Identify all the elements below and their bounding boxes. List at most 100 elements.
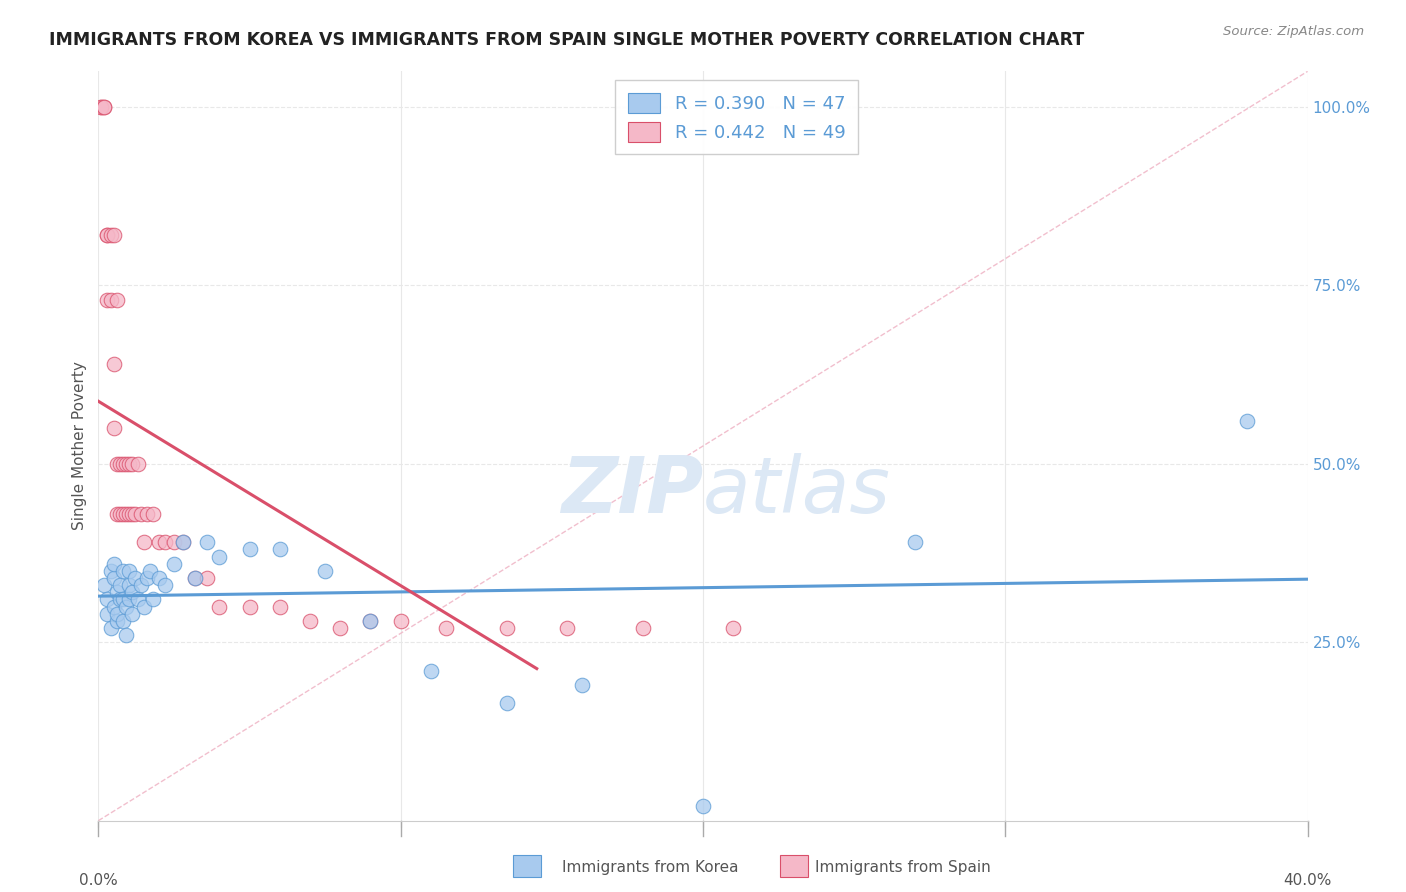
Point (103, 228, 125, 243)
Point (360, 614, 382, 628)
Point (118, 592, 141, 607)
Point (103, 557, 125, 571)
Point (172, 535, 194, 549)
Point (114, 457, 136, 471)
Point (114, 628, 136, 642)
Point (114, 507, 136, 521)
Point (100, 293, 122, 307)
Point (124, 507, 146, 521)
Point (96, 592, 118, 607)
Point (239, 542, 262, 557)
Point (93, 578, 115, 592)
Point (184, 571, 207, 585)
Point (96, 228, 118, 243)
Point (90, 100, 112, 114)
Point (420, 664, 443, 678)
Point (121, 507, 143, 521)
Point (208, 549, 231, 564)
Point (269, 542, 291, 557)
Point (555, 621, 578, 635)
Text: atlas: atlas (703, 453, 891, 529)
Text: Immigrants from Spain: Immigrants from Spain (815, 860, 991, 874)
Point (135, 507, 157, 521)
Point (96, 228, 118, 243)
Point (124, 571, 146, 585)
Point (148, 535, 170, 549)
Point (239, 599, 262, 614)
Point (108, 578, 131, 592)
Point (299, 614, 322, 628)
Point (96, 607, 118, 621)
Point (153, 578, 176, 592)
Point (692, 799, 714, 814)
Point (329, 621, 352, 635)
Point (195, 535, 218, 549)
Point (153, 535, 176, 549)
Y-axis label: Single Mother Poverty: Single Mother Poverty (72, 361, 87, 531)
Point (114, 599, 136, 614)
Point (495, 696, 517, 710)
Point (142, 507, 165, 521)
Point (389, 614, 412, 628)
Point (129, 578, 152, 592)
Point (108, 592, 131, 607)
Point (105, 293, 128, 307)
Point (121, 457, 143, 471)
Point (118, 578, 141, 592)
Point (105, 614, 128, 628)
Point (135, 571, 157, 585)
Text: Source: ZipAtlas.com: Source: ZipAtlas.com (1223, 25, 1364, 38)
Point (904, 535, 927, 549)
Point (103, 599, 125, 614)
Point (132, 599, 155, 614)
Point (90, 100, 112, 114)
Point (184, 571, 207, 585)
Point (105, 607, 128, 621)
Point (105, 507, 128, 521)
Point (93, 100, 115, 114)
Point (631, 621, 654, 635)
Point (163, 557, 186, 571)
Point (105, 457, 128, 471)
Point (314, 564, 336, 578)
Point (100, 228, 122, 243)
Text: Immigrants from Korea: Immigrants from Korea (562, 860, 740, 874)
Point (127, 592, 149, 607)
Text: ZIP: ZIP (561, 453, 703, 529)
Text: IMMIGRANTS FROM KOREA VS IMMIGRANTS FROM SPAIN SINGLE MOTHER POVERTY CORRELATION: IMMIGRANTS FROM KOREA VS IMMIGRANTS FROM… (49, 31, 1084, 49)
Point (195, 571, 218, 585)
Point (103, 571, 125, 585)
Point (118, 564, 141, 578)
Point (111, 592, 134, 607)
Point (1236, 414, 1258, 428)
Text: 0.0%: 0.0% (79, 873, 118, 888)
Point (139, 564, 162, 578)
Point (93, 100, 115, 114)
Point (127, 457, 149, 471)
Point (103, 421, 125, 435)
Point (360, 614, 382, 628)
Text: 40.0%: 40.0% (1284, 873, 1331, 888)
Point (108, 507, 131, 521)
Point (121, 585, 143, 599)
Point (121, 607, 143, 621)
Point (208, 599, 231, 614)
Point (118, 457, 141, 471)
Point (129, 507, 152, 521)
Point (148, 571, 170, 585)
Point (495, 621, 517, 635)
Point (142, 592, 165, 607)
Point (96, 293, 118, 307)
Point (132, 535, 155, 549)
Point (108, 457, 131, 471)
Point (434, 621, 457, 635)
Point (103, 357, 125, 371)
Point (163, 535, 186, 549)
Point (111, 614, 134, 628)
Point (571, 678, 593, 692)
Point (172, 535, 194, 549)
Point (723, 621, 745, 635)
Point (100, 621, 122, 635)
Point (111, 507, 134, 521)
Point (111, 457, 134, 471)
